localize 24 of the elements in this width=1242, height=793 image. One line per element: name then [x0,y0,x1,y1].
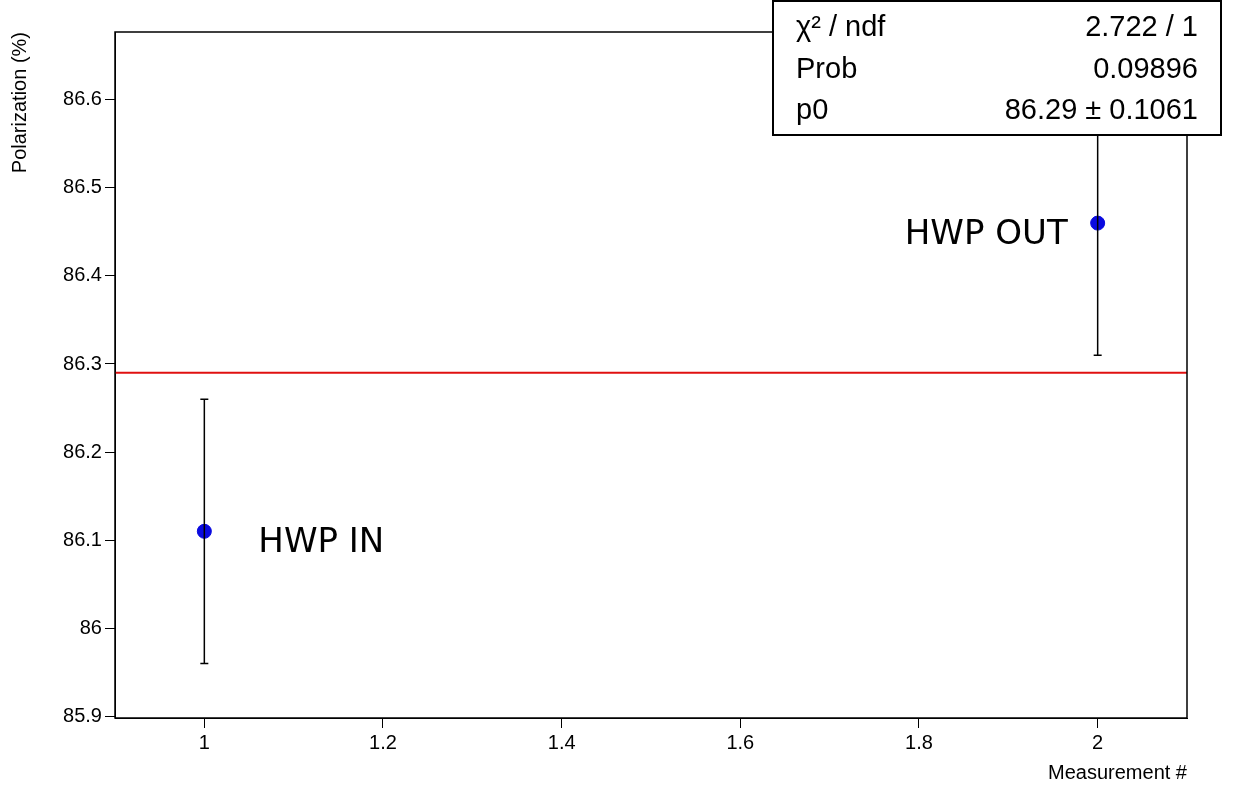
y-tick-label: 86.2 [63,439,102,462]
annotation: p0 [796,92,830,126]
annotation: 2.722 / 1 [1084,10,1198,44]
y-tick-label: 86 [79,615,102,638]
x-axis-title: Measurement # [1048,760,1188,783]
y-tick-label: 86.4 [63,263,102,286]
x-tick-label: 1.6 [726,730,755,753]
annotation: χ² / ndf [796,10,887,44]
y-tick-label: 86.1 [63,527,102,550]
x-tick-label: 1.2 [369,730,397,753]
y-tick-label: 86.3 [63,351,102,374]
annotation: HWP IN [258,520,385,561]
x-tick-label: 1.4 [547,730,576,753]
x-tick-label: 1 [198,730,210,753]
x-tick-label: 1.8 [905,730,933,753]
annotation: HWP OUT [904,211,1068,252]
y-axis-title: Polarization (%) [7,32,30,174]
y-tick-label: 86.5 [63,175,102,198]
annotation: 86.29 ± 0.1061 [1003,92,1198,126]
y-tick-label: 85.9 [63,703,102,726]
annotation: Prob [796,51,859,85]
y-tick-label: 86.6 [63,87,102,110]
x-tick-label: 2 [1092,730,1104,753]
annotation: 0.09896 [1092,51,1198,85]
